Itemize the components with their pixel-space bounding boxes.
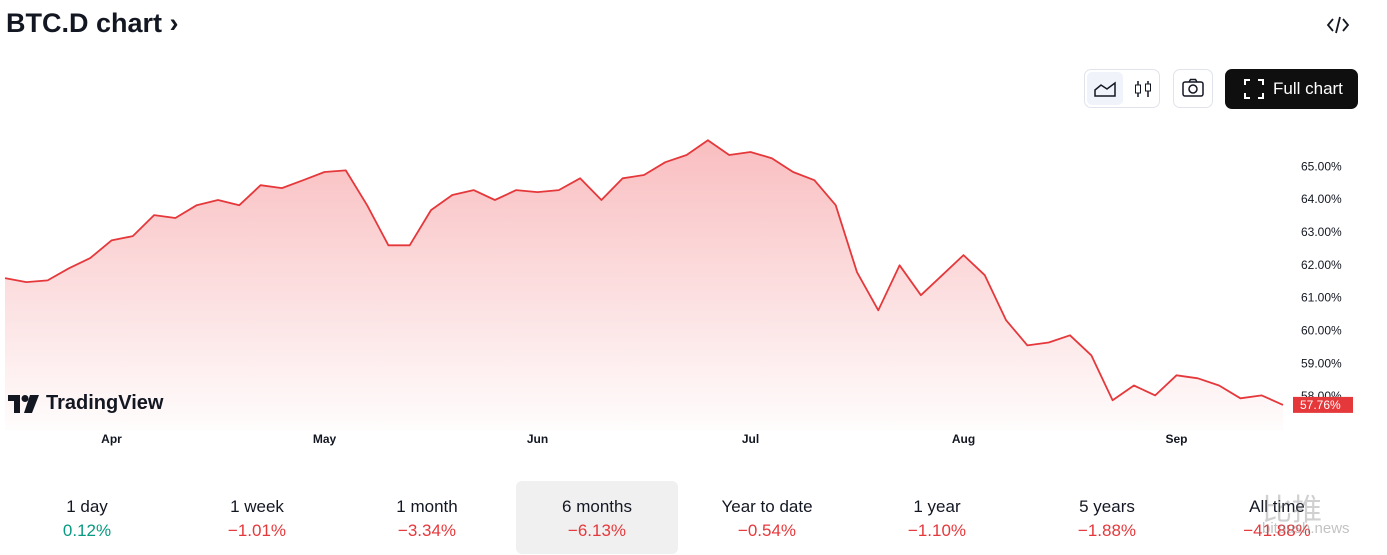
period-label: 5 years <box>1079 497 1135 516</box>
period-change: −1.01% <box>227 521 287 540</box>
period-change: −1.10% <box>907 521 967 540</box>
candle-style-button[interactable] <box>1129 74 1157 104</box>
x-tick-label: Aug <box>952 432 975 446</box>
period-button[interactable]: All time −41.88% <box>1196 481 1358 554</box>
period-button[interactable]: 5 years −1.88% <box>1026 481 1188 554</box>
chart: 58.00%59.00%60.00%61.00%62.00%63.00%64.0… <box>4 139 1353 446</box>
period-label: 1 week <box>230 497 284 516</box>
logo-text: TradingView <box>46 392 164 414</box>
last-value-tag <box>1293 396 1353 413</box>
full-chart-label: Full chart <box>1273 79 1343 98</box>
x-tick-label: Jun <box>527 432 548 446</box>
period-label: 6 months <box>562 497 632 516</box>
period-button[interactable]: 1 month −3.34% <box>346 481 508 554</box>
period-change: 0.12% <box>62 521 112 540</box>
y-tick-label: 61.00% <box>1301 291 1342 305</box>
embed-icon[interactable] <box>1326 14 1350 36</box>
area-fill <box>5 140 1283 430</box>
y-tick-label: 60.00% <box>1301 323 1342 337</box>
y-tick-label: 65.00% <box>1301 159 1342 173</box>
price-line <box>4 139 1284 406</box>
period-button[interactable]: 6 months −6.13% <box>516 481 678 554</box>
x-tick-label: Jul <box>742 432 759 446</box>
x-tick-label: May <box>313 432 337 446</box>
period-button[interactable]: 1 day 0.12% <box>6 481 168 554</box>
full-chart-button[interactable]: Full chart <box>1225 69 1358 109</box>
period-label: All time <box>1249 497 1305 516</box>
watermark: 比推 <box>1262 494 1322 527</box>
period-label: 1 month <box>396 497 458 516</box>
period-change: −1.88% <box>1077 521 1137 540</box>
tradingview-logo: TradingView <box>8 392 163 415</box>
period-label: Year to date <box>721 497 813 516</box>
last-value-label: 57.76% <box>1300 398 1341 412</box>
period-label: 1 day <box>66 497 108 516</box>
period-button[interactable]: Year to date −0.54% <box>686 481 848 554</box>
y-tick-label: 63.00% <box>1301 225 1342 239</box>
area-style-button[interactable] <box>1087 72 1123 105</box>
period-change: −6.13% <box>567 521 627 540</box>
period-change: −0.54% <box>737 521 797 540</box>
x-tick-label: Apr <box>101 432 122 446</box>
period-change: −3.34% <box>397 521 457 540</box>
watermark-site: bitpush.news <box>1262 520 1350 537</box>
y-tick-label: 62.00% <box>1301 258 1342 272</box>
period-button[interactable]: 1 week −1.01% <box>176 481 338 554</box>
y-tick-label: 59.00% <box>1301 356 1342 370</box>
period-change: −41.88% <box>1243 521 1311 540</box>
chart-style-toggle <box>1084 69 1160 108</box>
y-tick-label: 64.00% <box>1301 192 1342 206</box>
x-tick-label: Sep <box>1165 432 1187 446</box>
period-label: 1 year <box>913 497 961 516</box>
chart-title[interactable]: BTC.D chart › <box>6 8 179 38</box>
period-button[interactable]: 1 year −1.10% <box>856 481 1018 554</box>
snapshot-button[interactable] <box>1173 69 1213 108</box>
